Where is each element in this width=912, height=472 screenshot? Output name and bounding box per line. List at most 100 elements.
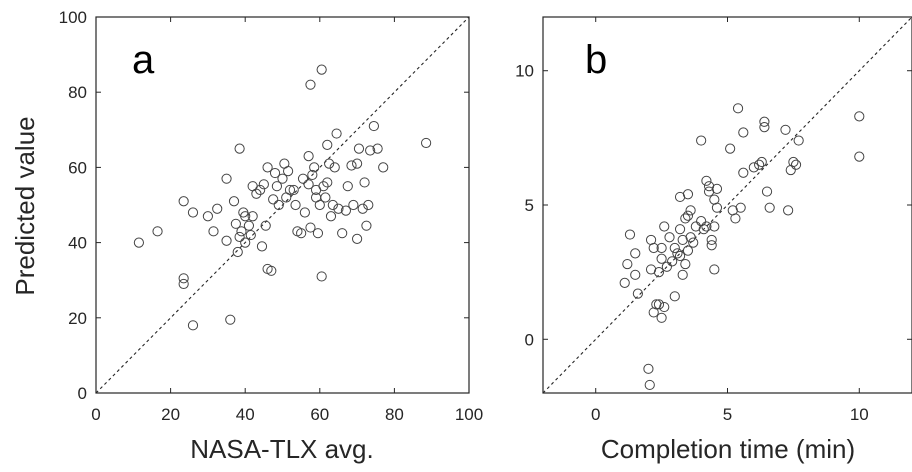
panel-a-data-point: [296, 228, 307, 239]
panel-a-data-point: [297, 173, 309, 184]
panel-a-data-point: [372, 143, 383, 154]
panel-a: Predicted value NASA-TLX avg. a 0 20 40 60 8…: [10, 8, 483, 464]
panel-b-data-point: [664, 232, 675, 243]
panel-a-data-point: [325, 211, 337, 222]
panel-b-data-point: [730, 213, 741, 224]
panel-b-xtick-label: 0: [591, 405, 600, 424]
panel-a-data-point: [232, 246, 243, 258]
panel-b-data-point: [653, 299, 665, 310]
panel-a-data-point: [187, 207, 199, 218]
panel-a-data-point: [320, 192, 331, 203]
panel-a-identity-line: [95, 16, 470, 394]
panel-a-ylabel: Predicted value: [10, 116, 40, 295]
panel-a-xtick-label: 100: [455, 405, 483, 424]
panel-b-identity-line: [542, 16, 912, 394]
panel-b-data-point: [709, 264, 720, 275]
panel-a-data-point: [269, 167, 281, 179]
panel-b-data-point: [685, 232, 696, 243]
panel-b-data-point: [706, 234, 717, 246]
panel-a-data-point: [331, 128, 342, 139]
panel-a-data-point: [357, 203, 368, 214]
panel-b-data-point: [645, 264, 657, 275]
panel-a-xtick-label: 0: [91, 405, 100, 424]
panel-b-letter: b: [585, 38, 607, 82]
panel-a-data-point: [346, 160, 357, 171]
panel-a-letter: a: [132, 38, 155, 82]
panel-b-data-point: [701, 221, 712, 232]
panel-b-data-point: [711, 183, 723, 194]
panel-a-data-point: [309, 162, 320, 173]
panel-b-ytick-label: 10: [515, 62, 534, 81]
panel-a-xtick-label: 40: [236, 405, 255, 424]
panel-b-data-point: [790, 159, 802, 170]
panel-b-data-point: [854, 151, 865, 162]
panel-a-data-point: [305, 79, 316, 90]
panel-a-data-point: [352, 233, 363, 244]
panel-a-data-point: [230, 218, 241, 229]
panel-a-data-point: [305, 222, 316, 233]
panel-a-data-point: [327, 199, 338, 211]
panel-a-data-point: [363, 199, 374, 211]
panel-a-axes-frame: [95, 16, 470, 394]
panel-a-data-point: [378, 162, 389, 173]
panel-b-data-point: [688, 237, 699, 248]
panel-a-xtick-label: 20: [161, 405, 180, 424]
panel-a-data-point: [421, 137, 432, 149]
panel-a-data-point: [365, 145, 376, 156]
panel-b-data-point: [759, 122, 770, 133]
panel-b-data-point: [644, 379, 655, 391]
panel-a-data-point: [318, 181, 329, 192]
panel-a-data-point: [225, 314, 236, 325]
panel-a-data-point: [255, 184, 266, 196]
panel-b-data-point: [656, 312, 667, 323]
panel-a-data-point: [234, 231, 245, 243]
panel-a-data-point: [240, 237, 251, 248]
panel-b-data-point: [685, 205, 696, 216]
panel-a-data-point: [258, 179, 269, 190]
panel-b-data-point: [648, 242, 659, 254]
panel-a-data-point: [299, 207, 310, 218]
panel-b-xtick-label: 5: [723, 405, 732, 424]
panel-a-data-point: [234, 143, 245, 154]
panel-a-data-point: [152, 226, 163, 237]
panel-a-data-point: [212, 203, 223, 214]
panel-b-data-point: [793, 135, 804, 146]
panel-a-data-point: [251, 188, 262, 199]
panel-a-data-point: [359, 177, 370, 188]
panel-b-data-point: [696, 135, 707, 146]
panel-b-data-point: [680, 258, 691, 270]
panel-a-data-point: [221, 173, 232, 184]
panel-b-data-point: [659, 301, 670, 313]
panel-b-data-point: [674, 250, 686, 262]
panel-a-data-point: [243, 220, 255, 231]
panel-b-data-point: [698, 224, 709, 235]
panel-b-data-point: [732, 103, 744, 114]
panel-a-data-point: [322, 177, 333, 188]
panel-a-data-point: [337, 228, 348, 239]
panel-a-data-point: [133, 237, 144, 248]
panel-a-data-point: [303, 151, 314, 162]
panel-a-ytick-label: 0: [78, 384, 87, 403]
panel-b-data-point: [619, 277, 630, 288]
panel-a-ytick-label: 40: [68, 234, 87, 253]
panel-b-data-point: [624, 229, 636, 240]
panel-b-xlabel: Completion time (min): [601, 434, 855, 464]
panel-a-data-point: [290, 199, 301, 211]
panel-a-data-point: [340, 205, 352, 216]
panel-a-data-point: [247, 211, 258, 222]
panel-a-data-point: [228, 196, 240, 207]
panel-b-data-point: [632, 288, 643, 299]
panel-a-data-point: [266, 265, 277, 276]
panel-a-data-point: [316, 271, 327, 282]
panel-b-data-point: [669, 242, 680, 254]
panel-b-data-point: [682, 210, 694, 221]
panel-b-data-point: [759, 116, 770, 127]
panel-b-data-point: [630, 248, 641, 259]
panel-a-xtick-label: 80: [385, 405, 404, 424]
panel-a-data-point: [236, 226, 247, 237]
panel-a-data-point: [353, 143, 365, 154]
panel-a-data-point: [322, 139, 333, 150]
panel-b-data-point: [738, 127, 749, 138]
panel-b-xtick-label: 10: [850, 405, 869, 424]
